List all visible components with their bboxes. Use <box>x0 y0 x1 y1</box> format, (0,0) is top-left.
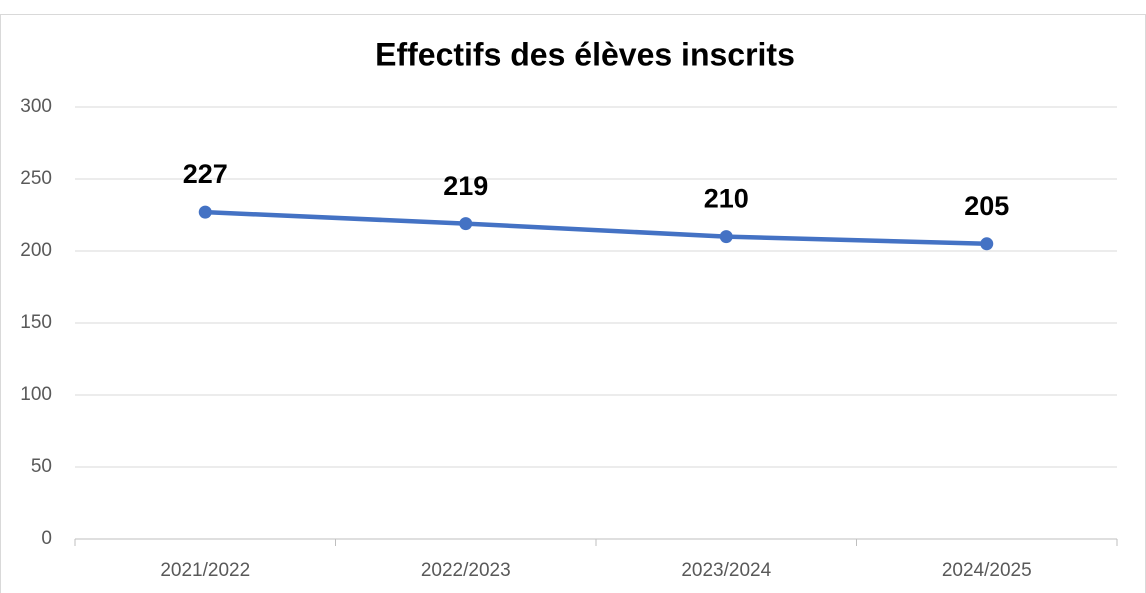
marker <box>980 237 994 251</box>
marker <box>459 217 473 231</box>
data-label: 205 <box>964 191 1009 221</box>
y-tick-label: 0 <box>41 528 52 549</box>
chart-title: Effectifs des élèves inscrits <box>375 36 795 72</box>
y-tick-label: 100 <box>20 384 52 405</box>
data-label: 219 <box>443 171 488 201</box>
x-tick-label: 2024/2025 <box>942 560 1032 581</box>
y-tick-label: 250 <box>20 168 52 189</box>
y-tick-label: 300 <box>20 96 52 117</box>
chart-border <box>0 14 1146 593</box>
x-tick-label: 2023/2024 <box>681 560 771 581</box>
x-tick-label: 2021/2022 <box>160 560 250 581</box>
marker <box>719 230 733 244</box>
line <box>205 209 987 247</box>
data-label: 227 <box>183 159 228 189</box>
marker <box>198 205 212 219</box>
x-tick-label: 2022/2023 <box>421 560 511 581</box>
y-tick-label: 50 <box>31 456 52 477</box>
y-tick-label: 200 <box>20 240 52 261</box>
y-tick-label: 150 <box>20 312 52 333</box>
data-label: 210 <box>704 184 749 214</box>
